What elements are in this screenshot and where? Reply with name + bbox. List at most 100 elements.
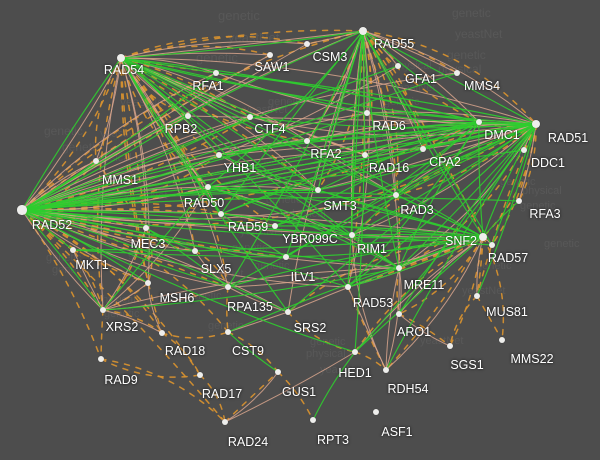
yeastnet-edge [287, 123, 537, 313]
node-dot[interactable] [520, 146, 528, 154]
physical-edge [102, 282, 149, 311]
yeastnet-edge [21, 57, 122, 211]
yeastnet-edge [102, 267, 400, 311]
node-dot[interactable] [196, 371, 204, 379]
genetic-edge [385, 236, 484, 371]
genetic-edge [161, 331, 229, 339]
node-dot[interactable] [361, 151, 369, 159]
node-dot[interactable] [274, 368, 282, 376]
node-dot[interactable] [351, 348, 359, 356]
node-dot[interactable] [348, 231, 356, 239]
node-dot[interactable] [488, 241, 496, 249]
node-dot[interactable] [116, 53, 126, 63]
node-dot[interactable] [184, 112, 192, 120]
node-dot[interactable] [392, 191, 400, 199]
node-dot[interactable] [97, 355, 105, 363]
node-dot[interactable] [17, 205, 27, 215]
node-dot[interactable] [531, 119, 541, 129]
yeastnet-edge [227, 236, 484, 288]
physical-edge [21, 209, 104, 311]
physical-edge [249, 116, 366, 156]
physical-edge [21, 209, 196, 252]
node-dot[interactable] [284, 308, 292, 316]
node-dot[interactable] [453, 69, 461, 77]
node-dot[interactable] [224, 328, 232, 336]
node-dot[interactable] [394, 62, 402, 70]
physical-edge [385, 236, 484, 371]
node-dot[interactable] [498, 336, 506, 344]
yeastnet-edge [21, 154, 220, 211]
yeastnet-edge [21, 72, 217, 211]
genetic-edge [100, 358, 226, 423]
node-dot[interactable] [358, 26, 368, 36]
node-dot[interactable] [363, 109, 371, 117]
node-dot[interactable] [266, 51, 274, 59]
node-dot[interactable] [144, 279, 152, 287]
genetic-edge [21, 209, 229, 288]
genetic-edge [518, 123, 537, 202]
yeastnet-edge [347, 236, 484, 288]
node-dot[interactable] [382, 366, 390, 374]
yeastnet-edge [362, 30, 493, 246]
node-dot[interactable] [92, 157, 100, 165]
node-dot[interactable] [271, 222, 279, 230]
node-dot[interactable] [479, 233, 487, 241]
physical-edge [21, 57, 122, 211]
node-dot[interactable] [372, 408, 380, 416]
yeastnet-edge [347, 123, 537, 288]
node-dot[interactable] [515, 197, 523, 205]
yeastnet-edge [354, 236, 484, 353]
node-dot[interactable] [314, 186, 322, 194]
genetic-edge [145, 227, 153, 284]
node-dot[interactable] [215, 151, 223, 159]
node-dot[interactable] [142, 224, 150, 232]
yeastnet-edge [227, 331, 279, 373]
node-dot[interactable] [475, 118, 483, 126]
yeastnet-edge [21, 209, 484, 239]
node-dot[interactable] [224, 283, 232, 291]
physical-edge [21, 209, 484, 238]
node-dot[interactable] [191, 247, 199, 255]
node-dot[interactable] [204, 183, 212, 191]
physical-edge [21, 72, 458, 211]
yeastnet-edge [72, 249, 287, 258]
node-dot[interactable] [303, 137, 311, 145]
node-dot[interactable] [303, 40, 311, 48]
yeastnet-edge [21, 115, 189, 211]
yeastnet-edge [120, 57, 368, 114]
node-dot[interactable] [309, 416, 317, 424]
yeastnet-edge [249, 116, 537, 129]
physical-edge [21, 160, 97, 211]
node-dot[interactable] [446, 342, 454, 350]
node-dot[interactable] [221, 418, 229, 426]
genetic-edge [287, 236, 484, 313]
physical-edge [351, 234, 387, 371]
yeastnet-edge [207, 186, 400, 269]
node-dot[interactable] [212, 69, 220, 77]
yeastnet-edge [194, 236, 484, 252]
node-dot[interactable] [419, 145, 427, 153]
genetic-edge [120, 57, 251, 118]
genetic-edge [476, 123, 537, 297]
node-dot[interactable] [246, 113, 254, 121]
node-dot[interactable] [473, 292, 481, 300]
genetic-edge [199, 374, 226, 423]
yeastnet-edge [395, 194, 484, 238]
node-dot[interactable] [395, 310, 403, 318]
yeastnet-edge [120, 57, 353, 236]
node-dot[interactable] [69, 246, 77, 254]
yeastnet-edge [366, 112, 537, 125]
node-dot[interactable] [282, 253, 290, 261]
node-dot[interactable] [99, 306, 107, 314]
genetic-edge [362, 30, 401, 269]
node-dot[interactable] [395, 264, 403, 272]
physical-edge [120, 57, 537, 125]
node-dot[interactable] [217, 210, 225, 218]
physical-edge [347, 30, 370, 288]
yeastnet-edge [21, 209, 229, 288]
node-dot[interactable] [344, 283, 352, 291]
node-dot[interactable] [158, 329, 166, 337]
genetic-edge [100, 309, 104, 360]
physical-edge [362, 30, 537, 125]
